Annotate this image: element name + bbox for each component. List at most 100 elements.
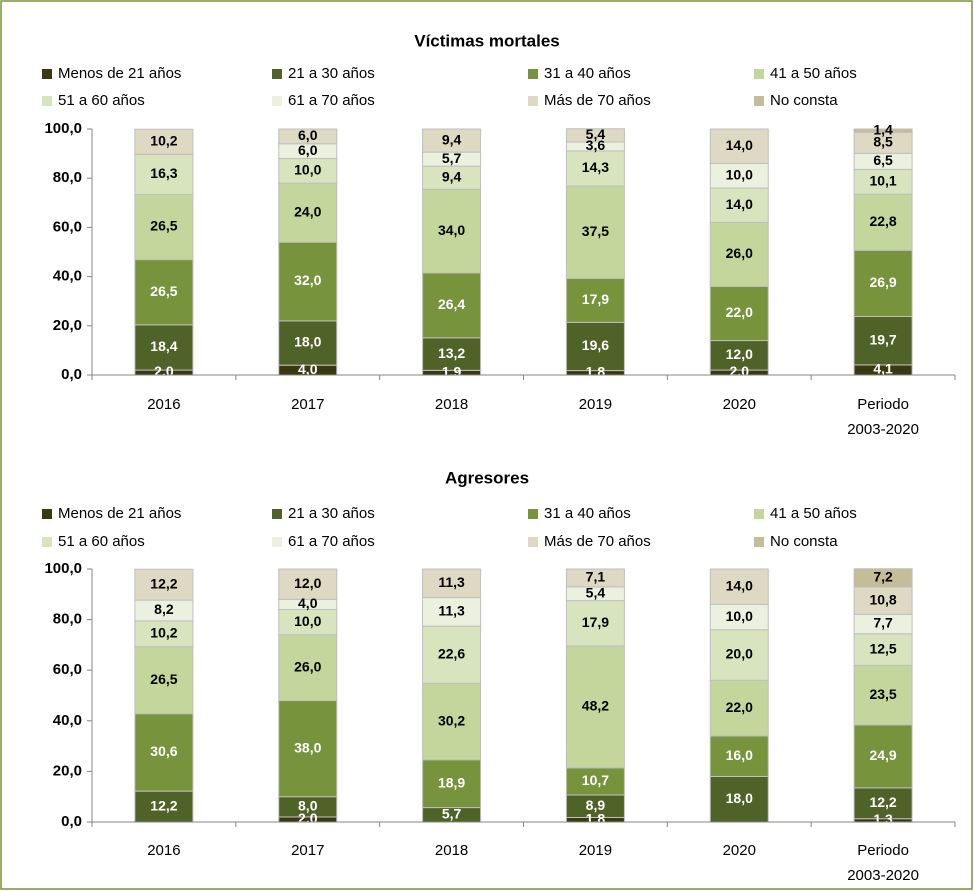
bar-segment — [853, 633, 913, 666]
data-label: 10,7 — [582, 772, 609, 788]
x-tick-line: 2018 — [435, 396, 468, 413]
y-tick-label: 20,0 — [53, 762, 82, 779]
bar-segment — [134, 128, 194, 155]
bar-segment — [709, 775, 769, 823]
bar-segment — [709, 568, 769, 605]
data-label: 2,0 — [730, 363, 750, 379]
x-tick-line: 2016 — [147, 842, 180, 859]
x-tick-label: 2019 — [579, 396, 612, 413]
bar-segment — [565, 645, 625, 769]
data-label: 18,0 — [294, 334, 321, 350]
chart-title: Agresores — [445, 468, 529, 487]
data-label: 26,5 — [150, 218, 177, 234]
data-label: 22,0 — [726, 304, 753, 320]
bar-segment — [709, 128, 769, 164]
x-tick-line: 2017 — [291, 842, 324, 859]
bar-segment — [709, 340, 769, 371]
data-label: 22,0 — [726, 699, 753, 715]
data-label: 12,0 — [726, 346, 753, 362]
data-label: 7,1 — [586, 569, 606, 585]
legend-label: 21 a 30 años — [288, 505, 375, 522]
data-label: 17,9 — [582, 614, 609, 630]
data-label: 10,2 — [150, 132, 177, 148]
data-label: 14,0 — [726, 577, 753, 593]
legend-swatch — [754, 509, 764, 519]
legend-swatch — [42, 537, 52, 547]
bar-segment — [278, 158, 338, 184]
legend-label: 51 a 60 años — [58, 533, 145, 550]
legend-swatch — [42, 96, 52, 106]
bar-segment — [278, 700, 338, 798]
legend-swatch — [528, 537, 538, 547]
data-label: 17,9 — [582, 291, 609, 307]
x-tick-label: 2016 — [147, 396, 180, 413]
bar-segment — [134, 259, 194, 326]
x-tick-label: 2020 — [723, 842, 756, 859]
data-label: 1,8 — [586, 363, 606, 379]
data-label: 10,0 — [726, 166, 753, 182]
data-label: 19,6 — [582, 337, 609, 353]
bar-segment — [278, 241, 338, 322]
data-label: 20,0 — [726, 646, 753, 662]
x-tick-label: 2017 — [291, 842, 324, 859]
x-tick-line: 2016 — [147, 396, 180, 413]
legend-swatch — [754, 537, 764, 547]
legend-swatch — [272, 509, 282, 519]
bar-segment — [709, 735, 769, 777]
x-tick-line: 2019 — [579, 396, 612, 413]
bar-segment — [278, 128, 338, 145]
bar-segment — [278, 182, 338, 243]
data-label: 14,3 — [582, 159, 609, 175]
legend-swatch — [272, 537, 282, 547]
data-label: 8,9 — [586, 797, 606, 813]
data-label: 23,5 — [869, 686, 896, 702]
y-tick-label: 60,0 — [53, 661, 82, 678]
data-label: 8,5 — [873, 134, 893, 150]
data-label: 10,8 — [869, 591, 896, 607]
data-label: 18,0 — [726, 790, 753, 806]
data-label: 18,9 — [438, 774, 465, 790]
data-label: 10,0 — [294, 162, 321, 178]
bar-segment — [853, 128, 913, 133]
legend-label: 31 a 40 años — [544, 65, 631, 82]
data-label: 9,4 — [442, 131, 462, 147]
bar-segment — [422, 128, 482, 153]
data-label: 1,4 — [873, 121, 893, 137]
data-label: 12,2 — [869, 794, 896, 810]
x-tick-label: 2018 — [435, 842, 468, 859]
bar-segment — [422, 188, 482, 274]
x-tick-label: 2019 — [579, 842, 612, 859]
y-tick-label: 0,0 — [61, 813, 82, 830]
data-label: 11,3 — [438, 603, 465, 619]
x-tick-line: Periodo — [857, 842, 909, 859]
y-tick-label: 40,0 — [53, 712, 82, 729]
data-label: 2,0 — [154, 363, 174, 379]
bar-segment — [565, 277, 625, 323]
bar-segment — [134, 193, 194, 261]
data-label: 48,2 — [582, 698, 609, 714]
legend-swatch — [528, 96, 538, 106]
data-label: 12,2 — [150, 797, 177, 813]
legend-label: Menos de 21 años — [58, 65, 181, 82]
data-label: 3,6 — [586, 137, 606, 153]
x-tick-line: Periodo — [857, 396, 909, 413]
data-label: 7,7 — [873, 615, 893, 631]
bar-segment — [278, 568, 338, 600]
bar-segment — [853, 664, 913, 726]
bar-segment — [422, 337, 482, 371]
data-label: 10,0 — [726, 608, 753, 624]
data-label: 32,0 — [294, 272, 321, 288]
data-label: 10,0 — [294, 613, 321, 629]
data-label: 6,0 — [298, 127, 318, 143]
bar-segment — [709, 221, 769, 287]
bar-segment — [853, 193, 913, 251]
legend-label: Menos de 21 años — [58, 505, 181, 522]
data-label: 26,5 — [150, 283, 177, 299]
data-label: 16,0 — [726, 747, 753, 763]
data-label: 5,7 — [442, 150, 462, 166]
y-tick-label: 60,0 — [53, 218, 82, 235]
x-tick-line: 2020 — [723, 396, 756, 413]
data-label: 26,9 — [869, 274, 896, 290]
y-tick-label: 0,0 — [61, 366, 82, 383]
